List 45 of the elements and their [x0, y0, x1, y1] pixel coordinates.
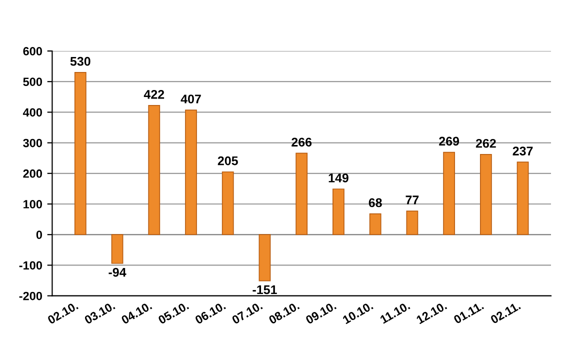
data-label: 407 [180, 94, 201, 104]
y-tick-label: -200 [19, 292, 42, 300]
data-label: 237 [512, 146, 533, 156]
x-tick-label: 01.11. [453, 301, 484, 324]
bar [369, 213, 382, 236]
bar [185, 110, 197, 236]
bar [480, 154, 492, 236]
x-tick-label: 02.10. [47, 301, 79, 324]
data-label: 149 [328, 174, 348, 182]
bar [296, 152, 308, 236]
x-tick-label: 07.10. [231, 301, 263, 324]
x-tick-label: 04.10. [120, 301, 152, 324]
x-tick-label: 08.10. [268, 301, 300, 324]
data-label: 530 [70, 56, 90, 66]
data-label: 68 [368, 198, 382, 208]
x-tick-label: 02.11. [490, 301, 521, 324]
data-label: 262 [476, 138, 496, 148]
x-tick-label: 05.10. [158, 301, 190, 324]
data-label: 77 [406, 196, 419, 204]
data-label: -94 [108, 268, 126, 277]
bar [148, 105, 160, 236]
x-tick-label: 06.10. [194, 301, 226, 324]
data-label: 266 [292, 138, 312, 147]
bar [111, 234, 124, 264]
x-tick-label: 03.10. [84, 301, 116, 324]
bar [406, 210, 418, 236]
y-tick-label: 500 [23, 78, 42, 86]
y-tick-label: 300 [23, 138, 42, 148]
y-tick-label: -100 [19, 261, 42, 270]
data-label: 269 [439, 136, 460, 146]
y-tick-label: 0 [36, 230, 42, 239]
y-tick-label: 600 [23, 47, 42, 56]
bar [516, 162, 529, 236]
y-tick-label: 200 [23, 169, 42, 178]
y-tick-label: 100 [24, 200, 42, 208]
bar [443, 152, 456, 236]
x-tick-label: 09.10. [305, 301, 337, 324]
bar [258, 234, 271, 282]
y-tick-label: 400 [22, 108, 42, 117]
data-label: -151 [252, 285, 277, 294]
data-label: 205 [218, 156, 238, 166]
data-label: 422 [144, 90, 164, 99]
bar [222, 171, 234, 236]
bar [332, 188, 344, 236]
bar [74, 72, 86, 236]
